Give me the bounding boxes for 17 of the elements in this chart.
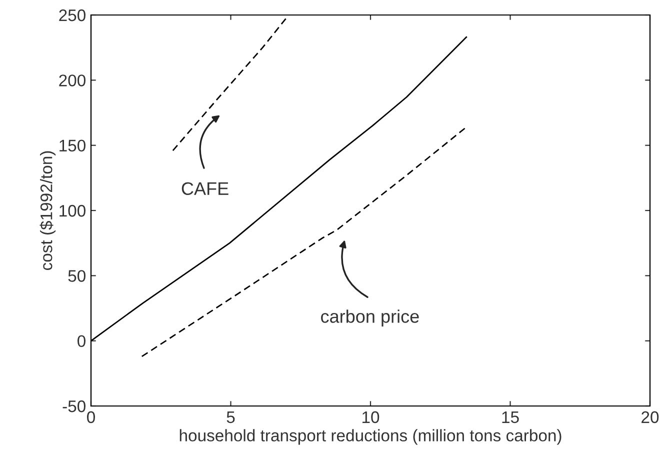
x-tick-label: 15 bbox=[502, 411, 519, 424]
x-axis-title: household transport reductions (million tons carbon) bbox=[180, 429, 562, 445]
y-tick-label: 0 bbox=[78, 335, 86, 348]
y-tick-label: 100 bbox=[60, 204, 86, 217]
y-tick-label: 50 bbox=[68, 270, 86, 282]
y-tick-label: -50 bbox=[62, 400, 86, 412]
annotation: CAFE bbox=[182, 182, 228, 196]
x-tick-label: 20 bbox=[642, 411, 659, 424]
line-series bbox=[141, 126, 468, 358]
y-tick-label: 250 bbox=[59, 9, 86, 22]
x-tick-label: 10 bbox=[362, 411, 380, 424]
y-tick-label: 200 bbox=[59, 74, 86, 86]
y-tick-label: 150 bbox=[60, 140, 86, 152]
x-tick-label: 0 bbox=[87, 411, 95, 424]
x-tick-label: 5 bbox=[226, 411, 235, 424]
y-axis-title: cost ($1992/ton) bbox=[40, 151, 56, 270]
annotation: carbon price bbox=[321, 310, 419, 326]
